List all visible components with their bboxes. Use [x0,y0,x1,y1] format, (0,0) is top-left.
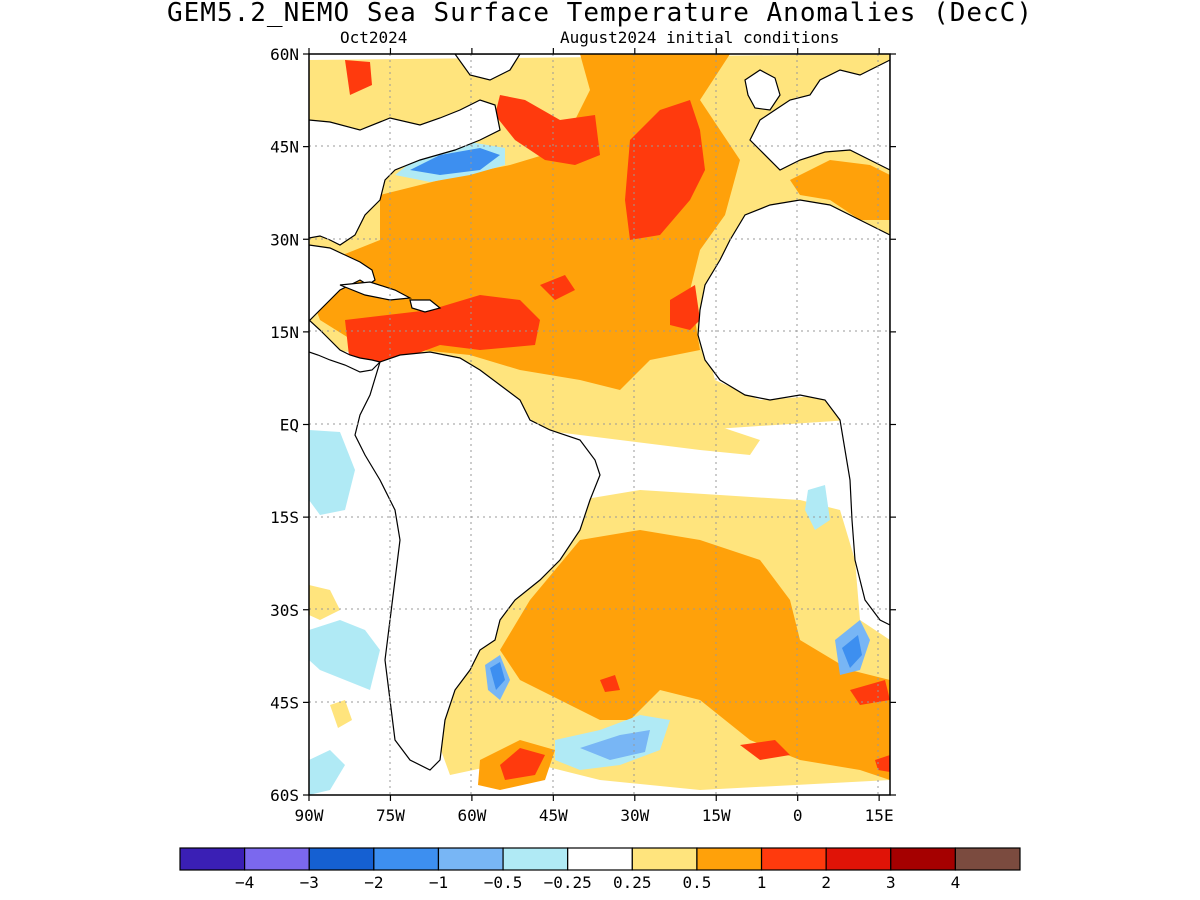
lat-tick-label: 60N [270,45,299,64]
lat-tick-label: 60S [270,786,299,805]
europe-land [749,59,890,171]
lon-tick-label: 15W [702,806,731,825]
colorbar-label: 0.5 [682,873,711,892]
south-atlantic-hot-4 [600,675,620,692]
colorbar-swatch [308,847,375,871]
colorbar-swatch [890,847,956,871]
lon-tick-label: 15E [865,806,894,825]
colorbar-label: −1 [429,873,448,892]
south-atlantic-hot-3 [850,680,890,705]
initial-conditions: August2024 initial conditions [560,28,840,47]
forecast-month: Oct2024 [340,28,408,47]
map-gridlines [309,54,890,795]
colorbar-label: 2 [821,873,831,892]
colorbar-swatch [179,847,246,871]
south-america-land [354,351,601,771]
colorbar-swatch [437,847,504,871]
colorbar-label: 3 [886,873,896,892]
colorbar: −4 −3 −2 −1 −0.5 −0.25 0.25 0.5 1 2 3 4 [179,847,1021,892]
mediterranean-warm [790,160,890,220]
south-atlantic-hot-5 [875,755,890,772]
pacific-cold-1 [309,430,355,515]
labrador-hot-patch [345,60,372,95]
lon-tick-label: 60W [457,806,486,825]
pacific-cold-3 [309,750,345,795]
south-atlantic-warm [500,530,890,780]
pacific-cold-2 [309,620,380,690]
equatorial-weak-warm [510,395,760,455]
lat-tick-label: EQ [280,416,299,435]
lat-tick-label: 30S [270,601,299,620]
hispaniola-land [409,299,442,313]
africa-land [697,199,890,626]
cuba-land [339,281,413,301]
chart-title: GEM5.2_NEMO Sea Surface Temperature Anom… [167,0,1033,28]
colorbar-swatch [954,847,1021,871]
land-masses [309,54,890,771]
gulf-of-maine-colder [410,148,500,175]
argentine-shelf-colder [490,662,505,690]
lat-tick-label: 45S [270,693,299,712]
west-africa-hot-core [670,285,700,330]
colorbar-swatch [567,847,633,871]
caribbean-hot-core [345,295,540,365]
south-atlantic-hot-2 [740,740,790,760]
colorbar-label: −4 [235,873,254,892]
north-america-land [309,99,501,246]
colorbar-label: −0.25 [544,873,592,892]
colorbar-swatch [373,847,440,871]
colorbar-swatch [825,847,892,871]
colorbar-label: −0.5 [484,873,523,892]
lat-tick-label: 15S [270,508,299,527]
south-atlantic-colder-1 [580,730,650,760]
lon-tick-label: 30W [620,806,649,825]
lon-tick-label: 75W [376,806,405,825]
central-hot-patch [540,275,575,300]
lon-tick-label: 90W [295,806,324,825]
angola-cold [805,485,830,530]
lat-tick-label: 30N [270,230,299,249]
lat-tick-label: 15N [270,323,299,342]
colorbar-swatch [244,847,310,871]
pacific-warm-1 [309,585,340,620]
lat-tick-label: 45N [270,138,299,157]
lon-tick-label: 0 [793,806,803,825]
mid-atlantic-hot-core [625,100,705,240]
colorbar-swatch [631,847,698,871]
colorbar-label: 0.25 [613,873,652,892]
colorbar-label: 4 [951,873,961,892]
south-atlantic-hot-1 [500,748,545,780]
lon-tick-label: 45W [539,806,568,825]
newfoundland-hot-core [495,95,600,165]
colorbar-swatch [502,847,569,871]
colorbar-swatch [696,847,763,871]
colorbar-swatch [760,847,827,871]
pacific-warm-2 [330,700,352,728]
british-isles-land [744,69,781,111]
colorbar-label: 1 [757,873,767,892]
colorbar-label: −3 [300,873,319,892]
colorbar-label: −2 [364,873,383,892]
southeast-atlantic-colder [842,635,862,668]
